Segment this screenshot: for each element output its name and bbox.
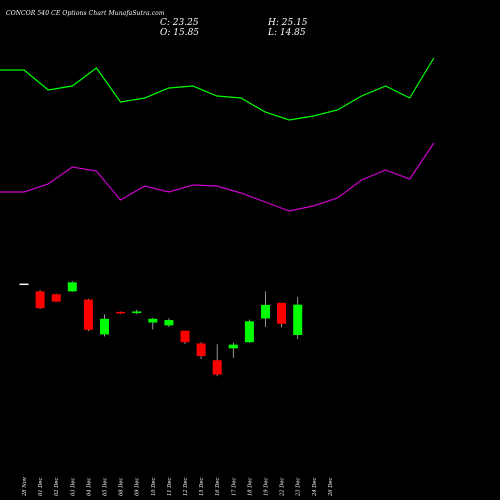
candle-body — [83, 299, 93, 330]
candle-body — [277, 302, 287, 324]
candle-body — [100, 318, 109, 335]
open-value: O: 15.85 — [160, 28, 200, 38]
candle-body — [244, 321, 254, 343]
x-tick-label: 09 Dec — [135, 478, 141, 496]
x-tick-label: 26 Dec — [328, 478, 334, 497]
candle-body — [164, 320, 174, 326]
candle — [100, 314, 109, 337]
x-tick-label: 19 Dec — [264, 478, 270, 496]
candle-body — [67, 282, 77, 292]
candle-body — [132, 311, 142, 314]
x-tick-label: 16 Dec — [215, 478, 221, 496]
close-value: C: 23.25 — [160, 18, 199, 28]
candle — [180, 330, 190, 344]
x-tick-label: 11 Dec — [167, 478, 173, 496]
x-tick-label: 10 Dec — [151, 478, 157, 496]
x-tick-label: 22 Dec — [280, 478, 286, 497]
chart-title: CONCOR 540 CE Options Chart MunafaSutra.… — [6, 10, 165, 17]
x-tick-label: 12 Dec — [183, 478, 189, 496]
ma-fast-line — [0, 57, 435, 121]
candle — [116, 311, 126, 314]
x-tick-label: 03 Dec — [70, 478, 76, 496]
candle-body — [180, 330, 190, 343]
x-tick-label: 02 Dec — [54, 478, 60, 496]
low-value: L: 14.85 — [268, 28, 306, 38]
candle — [67, 281, 77, 292]
candle — [212, 344, 222, 377]
candle — [51, 293, 61, 303]
x-tick-label: 15 Dec — [199, 478, 205, 496]
candle-body — [116, 311, 126, 314]
candle-body — [51, 294, 61, 302]
x-tick-label: 05 Dec — [103, 478, 109, 496]
x-axis-labels: 28 Nov 01 Dec 02 Dec 03 Dec 04 Dec 05 Dec 08 D… — [22, 477, 334, 497]
x-tick-label: 18 Dec — [247, 478, 253, 496]
candle — [35, 290, 45, 309]
ma-slow-line — [0, 142, 435, 212]
x-tick-label: 17 Dec — [231, 478, 237, 496]
candle — [261, 291, 270, 328]
x-tick-label: 01 Dec — [38, 478, 44, 496]
candles — [19, 281, 303, 377]
candle — [293, 296, 303, 340]
candle — [83, 298, 93, 332]
candle — [228, 342, 238, 358]
candle — [277, 302, 287, 328]
x-tick-label: 04 Dec — [86, 478, 92, 496]
candle-body — [196, 343, 206, 357]
candle-body — [35, 291, 45, 309]
x-tick-label: 08 Dec — [119, 478, 125, 496]
candle — [132, 309, 142, 314]
candle-body — [19, 283, 29, 286]
x-tick-label: 24 Dec — [312, 478, 318, 497]
high-value: H: 25.15 — [268, 18, 308, 28]
candle — [244, 319, 254, 343]
x-tick-label: 23 Dec — [296, 478, 302, 497]
candle-body — [293, 304, 303, 336]
candle — [19, 283, 29, 286]
candle — [148, 318, 158, 330]
candle — [196, 342, 206, 359]
candle-body — [261, 304, 270, 319]
moving-average-lines — [0, 57, 435, 212]
candle-body — [148, 318, 158, 323]
candle — [164, 318, 174, 328]
candle-body — [228, 344, 238, 349]
x-tick-label: 28 Nov — [22, 477, 28, 497]
candle-body — [212, 360, 222, 375]
